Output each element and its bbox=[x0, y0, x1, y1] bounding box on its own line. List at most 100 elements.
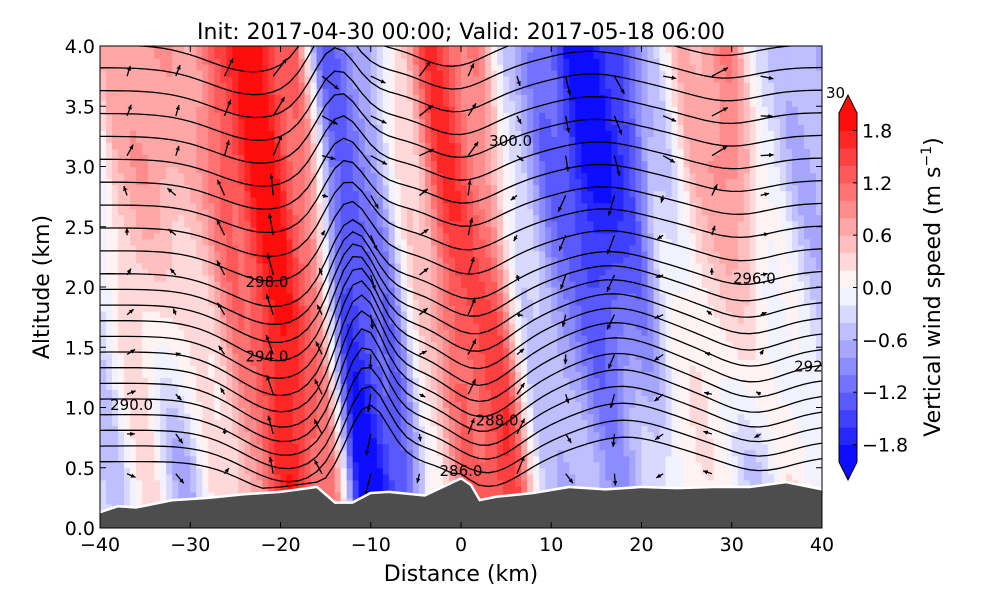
field-cell bbox=[286, 196, 294, 204]
field-cell bbox=[148, 142, 155, 150]
field-cell bbox=[370, 76, 378, 83]
field-cell bbox=[250, 407, 258, 415]
field-cell bbox=[154, 323, 161, 330]
field-cell bbox=[370, 419, 378, 427]
field-cell bbox=[292, 100, 300, 107]
field-cell bbox=[160, 425, 167, 433]
field-cell bbox=[160, 100, 167, 107]
field-cell bbox=[286, 341, 294, 348]
field-cell bbox=[322, 353, 330, 360]
field-cell bbox=[394, 244, 402, 252]
field-cell bbox=[136, 407, 143, 415]
field-cell bbox=[280, 70, 288, 77]
field-cell bbox=[112, 353, 119, 360]
field-cell bbox=[388, 293, 396, 300]
field-cell bbox=[322, 299, 330, 306]
field-cell bbox=[202, 208, 209, 216]
field-cell bbox=[364, 184, 372, 192]
field-cell bbox=[304, 262, 312, 270]
field-cell bbox=[118, 371, 125, 378]
field-cell bbox=[142, 329, 149, 336]
field-cell bbox=[292, 160, 300, 168]
field-cell bbox=[328, 473, 336, 481]
field-cell bbox=[226, 202, 233, 210]
field-cell bbox=[340, 106, 348, 113]
field-cell bbox=[370, 208, 378, 216]
field-cell bbox=[202, 262, 209, 270]
field-cell bbox=[130, 250, 137, 258]
field-cell bbox=[430, 250, 438, 258]
field-cell bbox=[196, 347, 203, 354]
field-cell bbox=[340, 160, 348, 168]
field-cell bbox=[280, 293, 288, 300]
field-cell bbox=[358, 341, 366, 348]
field-cell bbox=[112, 142, 119, 150]
field-cell bbox=[160, 184, 167, 192]
field-cell bbox=[178, 389, 185, 397]
field-cell bbox=[364, 455, 372, 463]
field-cell bbox=[316, 94, 324, 101]
field-cell bbox=[178, 256, 185, 264]
field-cell bbox=[148, 250, 155, 258]
field-cell bbox=[473, 359, 480, 366]
field-cell bbox=[358, 419, 366, 427]
field-cell bbox=[154, 106, 161, 113]
field-cell bbox=[244, 130, 252, 137]
field-cell bbox=[364, 64, 372, 71]
field-cell bbox=[406, 226, 414, 234]
field-cell bbox=[196, 443, 203, 451]
field-cell bbox=[124, 148, 131, 156]
field-cell bbox=[190, 449, 197, 457]
field-cell bbox=[358, 425, 366, 433]
field-cell bbox=[118, 142, 125, 150]
field-cell bbox=[112, 274, 119, 282]
field-cell bbox=[112, 238, 119, 246]
field-cell bbox=[370, 455, 378, 463]
field-cell bbox=[340, 202, 348, 210]
field-cell bbox=[424, 274, 432, 282]
field-cell bbox=[106, 473, 113, 481]
field-cell bbox=[232, 148, 239, 156]
field-cell bbox=[334, 305, 342, 312]
field-cell bbox=[412, 154, 420, 162]
field-cell bbox=[406, 341, 414, 348]
field-cell bbox=[214, 311, 221, 318]
field-cell bbox=[304, 130, 312, 137]
field-cell bbox=[400, 389, 408, 397]
field-cell bbox=[400, 130, 408, 137]
field-cell bbox=[334, 58, 342, 65]
field-cell bbox=[196, 280, 203, 288]
field-cell bbox=[400, 106, 408, 113]
field-cell bbox=[154, 497, 161, 505]
field-cell bbox=[184, 299, 191, 306]
field-cell bbox=[190, 160, 197, 168]
field-cell bbox=[400, 293, 408, 300]
field-cell bbox=[268, 371, 276, 378]
field-cell bbox=[286, 178, 294, 186]
field-cell bbox=[148, 335, 155, 342]
field-cell bbox=[358, 455, 366, 463]
field-cell bbox=[454, 184, 462, 192]
field-cell bbox=[244, 473, 252, 481]
field-cell bbox=[190, 256, 197, 264]
field-cell bbox=[190, 196, 197, 204]
field-cell bbox=[430, 196, 438, 204]
field-cell bbox=[286, 299, 294, 306]
field-cell bbox=[220, 262, 227, 270]
field-cell bbox=[286, 130, 294, 137]
field-cell bbox=[412, 407, 420, 415]
field-cell bbox=[436, 136, 444, 143]
field-cell bbox=[208, 70, 215, 77]
field-cell bbox=[238, 100, 245, 107]
field-cell bbox=[106, 293, 113, 300]
field-cell bbox=[268, 479, 276, 487]
vertical-wind-field bbox=[100, 46, 822, 528]
field-cell bbox=[160, 383, 167, 391]
field-cell bbox=[454, 299, 462, 306]
field-cell bbox=[106, 419, 113, 427]
field-cell bbox=[322, 172, 330, 180]
field-cell bbox=[406, 232, 414, 240]
field-cell bbox=[328, 365, 336, 372]
field-cell bbox=[358, 311, 366, 318]
field-cell bbox=[412, 449, 420, 457]
